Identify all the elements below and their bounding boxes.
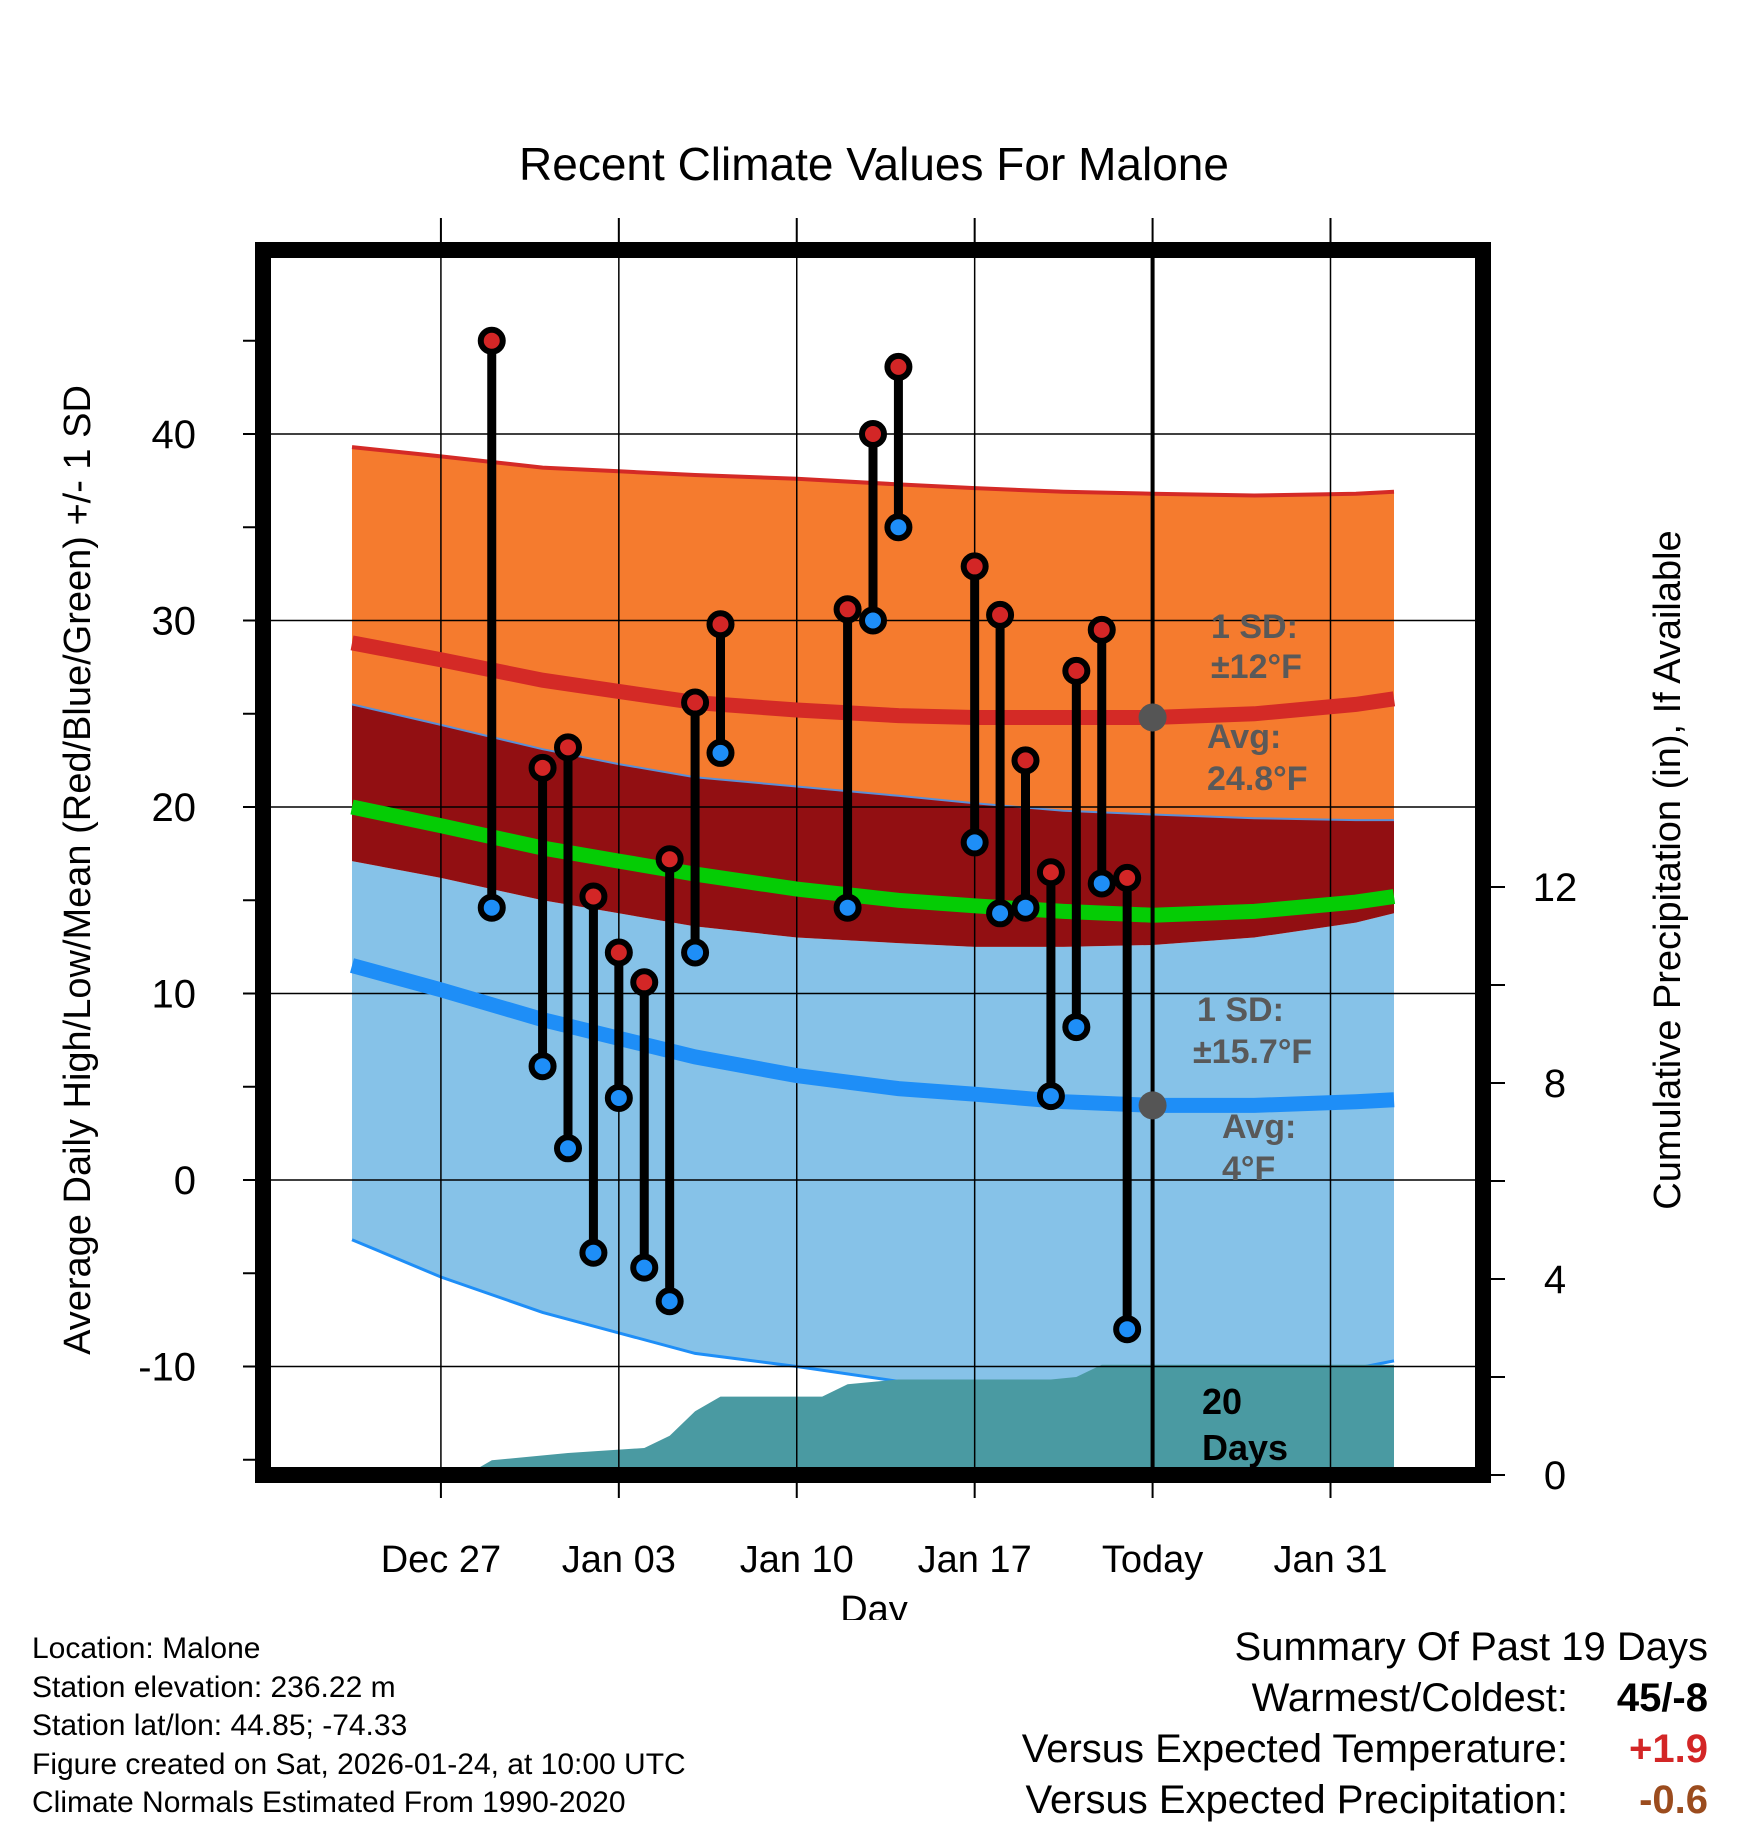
y2-tick-label: 0 xyxy=(1544,1454,1566,1498)
observed-low-point xyxy=(1036,1082,1065,1111)
observed-high-point xyxy=(706,610,735,639)
x-tick-label: Dec 27 xyxy=(381,1539,501,1581)
summary-precip-value: -0.6 xyxy=(1639,1778,1708,1822)
annotation-high-sd-value: ±12°F xyxy=(1211,648,1302,686)
observed-low-point xyxy=(655,1287,684,1316)
y-tick-label: -10 xyxy=(138,1346,196,1390)
annotation-days-label: Days xyxy=(1202,1427,1288,1468)
observed-low-point xyxy=(477,893,506,922)
observed-low-point xyxy=(681,938,710,967)
summary-warmest-row: Warmest/Coldest: 45/-8 xyxy=(1022,1673,1708,1724)
summary-temp-label: Versus Expected Temperature: xyxy=(1021,1727,1568,1771)
today-low-avg-marker xyxy=(1138,1091,1167,1120)
observed-high-point xyxy=(1011,746,1040,775)
high-minus-sd-line xyxy=(351,703,1394,822)
observed-low-point xyxy=(1011,893,1040,922)
x-tick-label: Jan 10 xyxy=(740,1539,854,1581)
observed-high-point xyxy=(960,552,989,581)
y-tick-label: 0 xyxy=(174,1159,196,1203)
climate-chart: Recent Climate Values For Malone Average… xyxy=(57,138,1689,1620)
summary-temp-value: +1.9 xyxy=(1629,1727,1708,1771)
y2-tick-label: 8 xyxy=(1544,1062,1566,1106)
observed-low-point xyxy=(960,828,989,857)
info-location: Location: Malone xyxy=(32,1632,261,1665)
summary-temp-row: Versus Expected Temperature: +1.9 xyxy=(1022,1724,1708,1775)
observed-high-point xyxy=(681,688,710,717)
summary-precip-row: Versus Expected Precipitation: -0.6 xyxy=(1022,1775,1708,1826)
y-axis-label: Average Daily High/Low/Mean (Red/Blue/Gr… xyxy=(57,385,99,1355)
today-high-avg-marker xyxy=(1138,703,1167,732)
info-elevation: Station elevation: 236.22 m xyxy=(32,1670,396,1704)
observed-high-point xyxy=(528,753,557,782)
y2-axis-label: Cumulative Precipitation (in), If Availa… xyxy=(1647,530,1689,1209)
summary-title: Summary Of Past 19 Days xyxy=(1234,1625,1708,1669)
normal-high-line xyxy=(350,635,1396,725)
y-tick-label: 20 xyxy=(152,786,197,830)
observed-high-point xyxy=(859,420,887,448)
summary-warmest-label: Warmest/Coldest: xyxy=(1251,1676,1568,1720)
y2-tick-label: 4 xyxy=(1544,1258,1566,1302)
observed-high-point xyxy=(884,352,913,381)
observed-low-point xyxy=(604,1083,633,1112)
observed-high-point xyxy=(554,733,582,762)
info-created: Figure created on Sat, 2026-01-24, at 10… xyxy=(32,1747,686,1781)
precip-area xyxy=(352,1364,1394,1475)
annotation-high-sd: 1 SD: xyxy=(1211,608,1298,646)
info-latlon: Station lat/lon: 44.85; -74.33 xyxy=(32,1709,408,1742)
info-normals: Climate Normals Estimated From 1990-2020 xyxy=(32,1786,626,1819)
x-tick-label: Today xyxy=(1102,1539,1203,1581)
x-tick-label: Jan 03 xyxy=(562,1539,676,1581)
observed-low-point xyxy=(833,893,862,922)
annotation-low-avg-value: 4°F xyxy=(1222,1150,1275,1188)
observed-high-point xyxy=(833,595,862,624)
observed-low-point xyxy=(986,899,1015,928)
observed-low-point xyxy=(1062,1013,1091,1042)
annotation-low-sd-value: ±15.7°F xyxy=(1193,1033,1312,1071)
x-axis-label: Day xyxy=(840,1589,908,1620)
annotation-low-avg: Avg: xyxy=(1222,1108,1296,1146)
observed-low-point xyxy=(1113,1315,1142,1344)
annotation-low-sd: 1 SD: xyxy=(1197,991,1284,1029)
observed-low-point xyxy=(630,1253,659,1282)
observed-high-point xyxy=(477,326,506,355)
observed-high-point xyxy=(1113,863,1142,892)
observed-high-point xyxy=(1087,615,1116,644)
y-tick-label: 10 xyxy=(152,973,197,1017)
y-tick-label: 30 xyxy=(152,600,197,644)
observed-high-point xyxy=(655,845,684,874)
observed-low-point xyxy=(1087,869,1116,898)
x-tick-label: Jan 17 xyxy=(918,1539,1032,1581)
observed-high-point xyxy=(1062,656,1091,685)
observed-low-point xyxy=(554,1134,582,1163)
annotation-high-avg-value: 24.8°F xyxy=(1207,760,1308,798)
y-tick-label: 40 xyxy=(152,413,197,457)
summary-warmest-value: 45/-8 xyxy=(1616,1676,1708,1720)
observed-high-point xyxy=(1036,858,1065,887)
observed-low-point xyxy=(859,606,887,635)
annotation-high-avg: Avg: xyxy=(1207,718,1281,756)
observed-low-point xyxy=(706,738,735,767)
y2-tick-label: 12 xyxy=(1533,866,1578,910)
observed-high-point xyxy=(604,938,633,967)
chart-title: Recent Climate Values For Malone xyxy=(519,138,1229,190)
x-tick-label: Jan 31 xyxy=(1273,1539,1387,1581)
observed-low-point xyxy=(579,1238,608,1267)
summary-precip-label: Versus Expected Precipitation: xyxy=(1025,1778,1568,1822)
observed-low-point xyxy=(528,1052,557,1081)
observed-high-point xyxy=(579,882,608,911)
observed-high-point xyxy=(630,968,659,997)
annotation-days-count: 20 xyxy=(1202,1381,1242,1422)
observed-low-point xyxy=(884,513,913,542)
observed-high-point xyxy=(986,600,1015,629)
summary-panel: Summary Of Past 19 Days Warmest/Coldest:… xyxy=(1022,1622,1708,1826)
plot-frame xyxy=(255,242,1491,1483)
station-info: Location: Malone Station elevation: 236.… xyxy=(32,1630,686,1823)
